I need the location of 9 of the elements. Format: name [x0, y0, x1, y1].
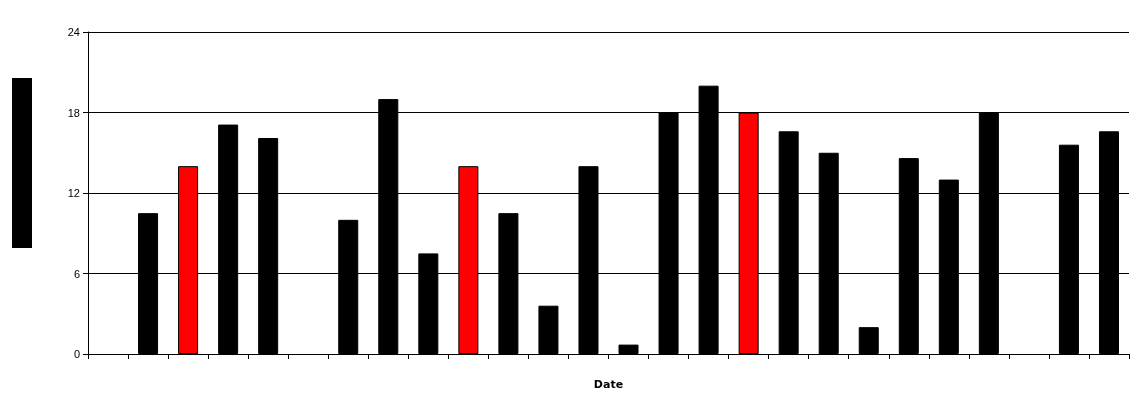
x-axis-title: Date	[593, 378, 624, 391]
bar	[618, 344, 639, 354]
y-tick-label: 18	[67, 106, 80, 119]
bar	[538, 305, 559, 354]
y-tick-label: 6	[73, 267, 80, 280]
bar	[858, 327, 879, 354]
y-tick-label: 12	[67, 187, 80, 199]
y-tick-label: 0	[73, 348, 80, 360]
y-tick-label: 24	[67, 26, 80, 38]
